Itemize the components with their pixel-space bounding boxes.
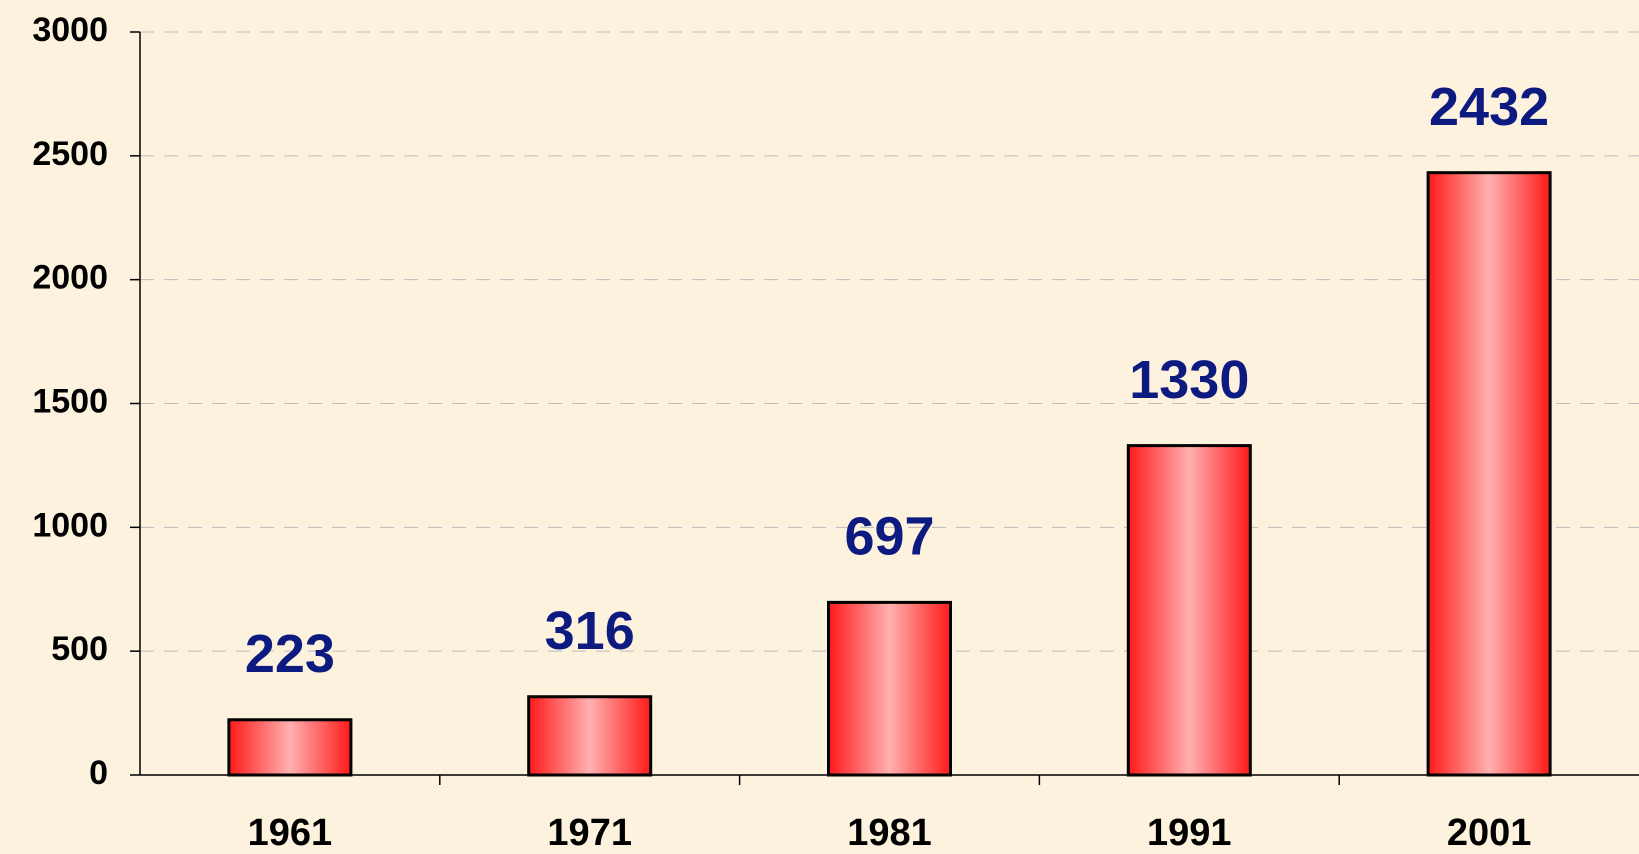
value-label: 223 [245, 624, 335, 684]
bar [1126, 444, 1252, 777]
x-tick-label: 1961 [248, 812, 333, 854]
y-tick-label: 2500 [32, 135, 108, 173]
value-label: 1330 [1129, 350, 1249, 410]
value-label: 697 [844, 507, 934, 567]
y-tick-label: 500 [51, 630, 108, 668]
plot: 0 500 1000 1500 2000 2500 3000 1961 223 1971 316 19… [32, 11, 1639, 854]
bar [527, 695, 653, 777]
bar [227, 718, 353, 777]
y-tick-label: 0 [89, 754, 108, 792]
bar [827, 600, 952, 777]
x-tick-label: 1991 [1147, 812, 1232, 854]
value-label: 316 [545, 601, 635, 661]
y-tick-label: 3000 [32, 11, 108, 49]
value-label: 2432 [1429, 77, 1549, 137]
y-tick-label: 1000 [32, 506, 108, 544]
y-tick-label: 2000 [32, 259, 108, 297]
x-tick-label: 2001 [1447, 812, 1532, 854]
x-tick-label: 1981 [847, 812, 932, 854]
bar [1426, 171, 1552, 777]
y-tick-label: 1500 [32, 382, 108, 420]
x-tick-label: 1971 [547, 812, 632, 854]
